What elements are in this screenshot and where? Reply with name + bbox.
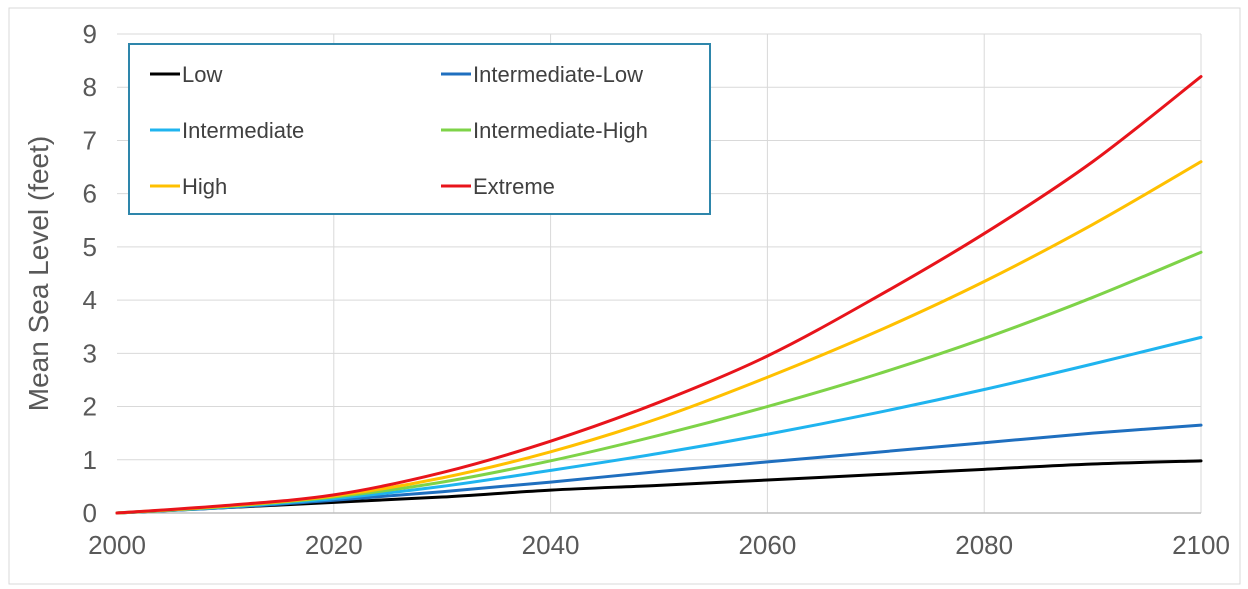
legend-box bbox=[128, 43, 711, 215]
x-tick-label: 2080 bbox=[955, 530, 1013, 560]
legend: Low Intermediate-Low Intermediate Intermedi… bbox=[128, 43, 711, 215]
y-tick-label: 9 bbox=[83, 19, 97, 49]
x-tick-label: 2000 bbox=[88, 530, 146, 560]
legend-label-intermediate-high: Intermediate-High bbox=[473, 118, 648, 143]
legend-label-low: Low bbox=[182, 62, 222, 87]
x-tick-label: 2040 bbox=[522, 530, 580, 560]
series-lines bbox=[115, 75, 1203, 515]
y-tick-label: 3 bbox=[83, 338, 97, 368]
legend-label-intermediate: Intermediate bbox=[182, 118, 304, 143]
axes: 0 1 2 3 4 5 6 7 8 9 2000 2020 2040 2060 2080 2100 bbox=[83, 19, 1230, 560]
x-tick-label: 2020 bbox=[305, 530, 363, 560]
legend-label-intermediate-low: Intermediate-Low bbox=[473, 62, 643, 87]
y-tick-label: 4 bbox=[83, 285, 97, 315]
y-axis-title: Mean Sea Level (feet) bbox=[23, 136, 54, 412]
y-tick-label: 2 bbox=[83, 392, 97, 422]
legend-label-high: High bbox=[182, 174, 227, 199]
y-tick-label: 6 bbox=[83, 179, 97, 209]
y-tick-label: 5 bbox=[83, 232, 97, 262]
series-line-extreme bbox=[115, 75, 1203, 515]
legend-label-extreme: Extreme bbox=[473, 174, 555, 199]
y-tick-label: 8 bbox=[83, 72, 97, 102]
y-tick-label: 0 bbox=[83, 498, 97, 528]
x-tick-label: 2100 bbox=[1172, 530, 1230, 560]
x-tick-label: 2060 bbox=[738, 530, 796, 560]
y-tick-label: 7 bbox=[83, 125, 97, 155]
y-tick-label: 1 bbox=[83, 445, 97, 475]
